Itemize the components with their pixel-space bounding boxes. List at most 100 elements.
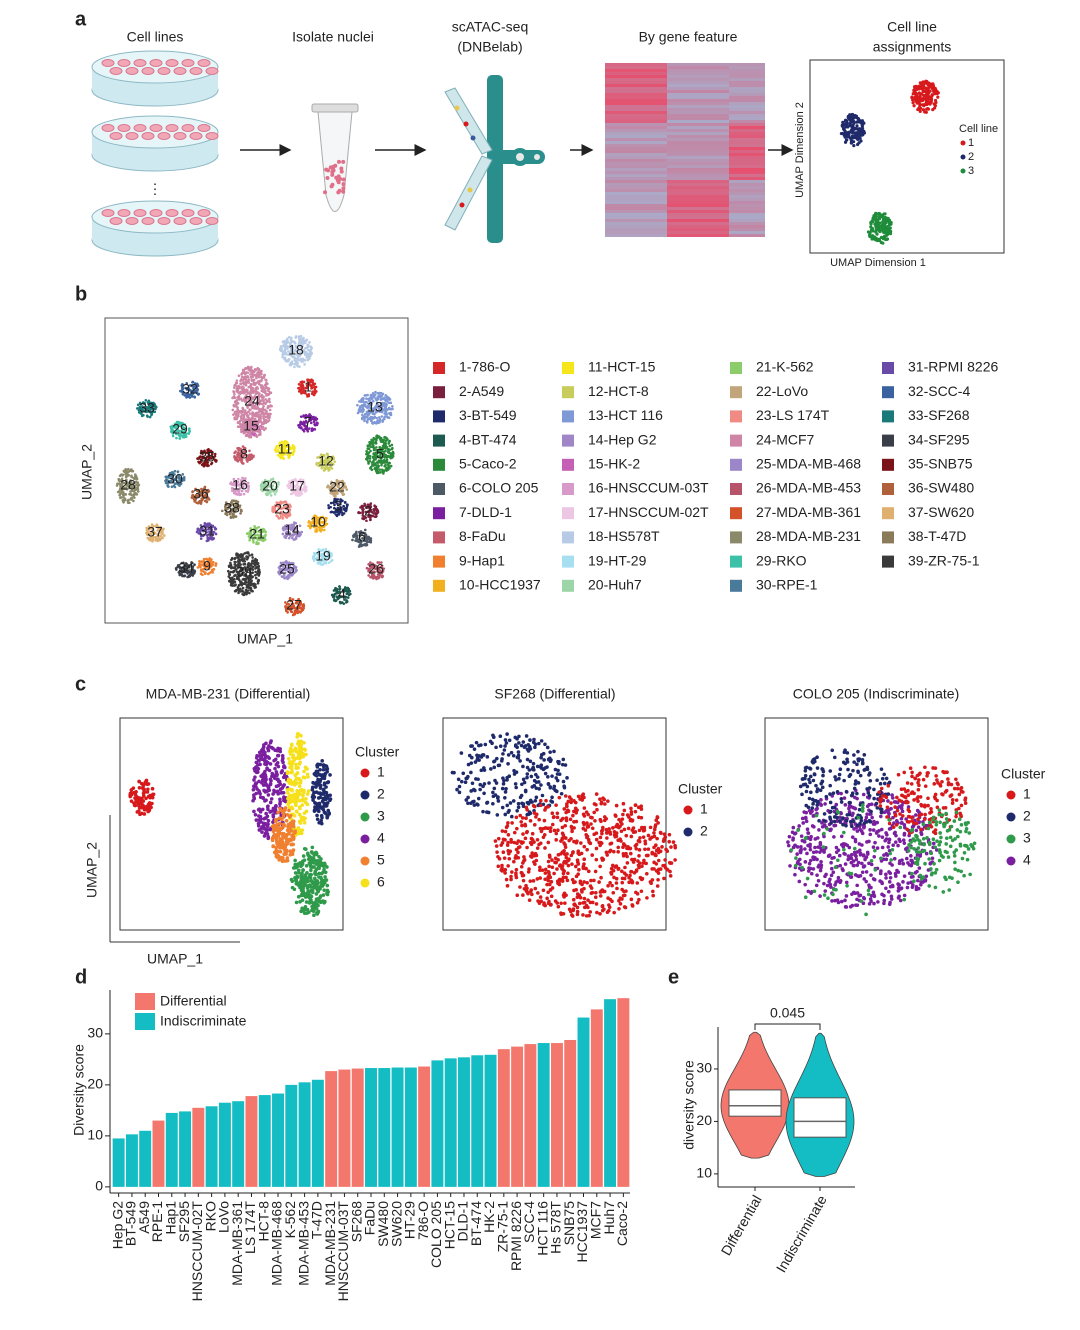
point (355, 536, 359, 539)
heatmap-cell (667, 204, 729, 207)
point (248, 586, 251, 590)
heatmap-cell (667, 153, 729, 156)
point (368, 507, 371, 510)
point (234, 450, 237, 453)
point (262, 386, 265, 390)
point (268, 408, 272, 412)
point (267, 387, 271, 390)
heatmap-cell (729, 66, 765, 69)
point (133, 496, 136, 499)
point (300, 530, 304, 534)
heatmap-cell (729, 207, 765, 210)
point (355, 534, 359, 538)
heatmap-cell (667, 144, 729, 147)
point (915, 101, 919, 105)
point (370, 510, 373, 513)
cell (165, 59, 179, 67)
point (355, 530, 358, 534)
point (267, 397, 271, 401)
point (871, 216, 875, 220)
point (288, 335, 291, 339)
point (137, 779, 142, 784)
point (254, 374, 258, 378)
point (365, 506, 369, 510)
point (889, 229, 893, 233)
point (254, 368, 258, 372)
point (849, 130, 853, 134)
cell (117, 59, 131, 67)
point (860, 123, 864, 127)
heatmap-cell (605, 183, 667, 186)
point (278, 787, 283, 792)
point (371, 514, 375, 518)
point (387, 461, 391, 465)
heatmap-cell (667, 84, 729, 87)
point (237, 559, 240, 562)
point (182, 475, 186, 479)
point (146, 415, 149, 418)
cell (173, 67, 187, 75)
point (369, 537, 373, 540)
decorations (91, 50, 977, 918)
point (147, 801, 152, 805)
heatmap-cell (605, 132, 667, 135)
cell (101, 124, 115, 132)
heatmap-cell (605, 186, 667, 189)
point (231, 581, 235, 584)
point (266, 420, 270, 423)
point (300, 421, 303, 425)
point (251, 568, 255, 571)
point (236, 425, 240, 428)
point (235, 458, 239, 461)
point (300, 387, 303, 391)
point (390, 443, 394, 447)
point (381, 459, 385, 463)
point (150, 795, 155, 800)
point (303, 341, 307, 344)
heatmap-cell (729, 138, 765, 141)
cell (117, 124, 131, 132)
point (362, 543, 365, 547)
point (261, 408, 265, 412)
point (373, 415, 377, 419)
point (874, 222, 878, 226)
heatmap-cell (605, 204, 667, 207)
heatmap-cell (605, 213, 667, 216)
point (844, 138, 849, 142)
heatmap-cell (667, 87, 729, 90)
heatmap-cell (729, 225, 765, 228)
heatmap-cell (605, 210, 667, 213)
point (175, 436, 178, 440)
point (272, 788, 276, 793)
heatmap-cell (605, 150, 667, 153)
heatmap-cell (605, 126, 667, 129)
point (260, 376, 264, 380)
point (332, 511, 336, 514)
point (345, 599, 348, 602)
point (303, 363, 306, 366)
point (266, 406, 270, 410)
heatmap-cell (667, 108, 729, 111)
dish (91, 115, 219, 149)
point (381, 392, 385, 396)
point (384, 399, 388, 403)
heatmap-cell (667, 195, 729, 198)
point (257, 578, 261, 582)
cell (141, 132, 155, 140)
heatmap-cell (605, 156, 667, 159)
heatmap-cell (729, 144, 765, 147)
heatmap-cell (667, 147, 729, 150)
point (146, 782, 151, 786)
point (877, 215, 881, 219)
point (379, 452, 382, 456)
point (227, 572, 231, 575)
point (856, 116, 860, 121)
heatmap-cell (605, 84, 667, 87)
point (911, 101, 915, 105)
point (376, 470, 380, 474)
point (392, 452, 395, 455)
point (251, 565, 255, 569)
point (339, 509, 343, 512)
point (264, 427, 267, 430)
